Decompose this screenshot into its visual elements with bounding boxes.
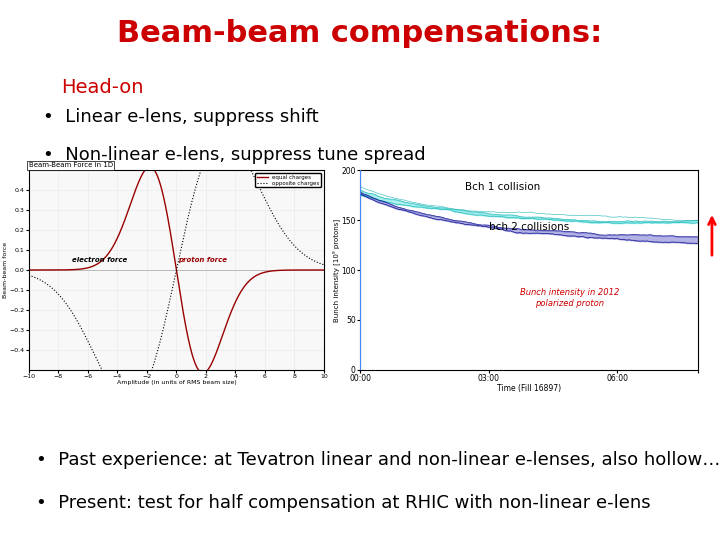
Line: opposite charges: opposite charges <box>29 137 324 403</box>
opposite charges <box>279 229 288 235</box>
opposite charges <box>24 272 33 279</box>
opposite charges <box>204 148 212 155</box>
Text: Beam-Beam Force in 1D: Beam-Beam Force in 1D <box>29 163 113 168</box>
Text: electron force: electron force <box>72 257 127 263</box>
opposite charges <box>249 172 258 178</box>
equal charges <box>204 366 213 372</box>
opposite charges <box>42 281 51 287</box>
equal charges <box>197 369 205 375</box>
opposite charges <box>320 261 328 268</box>
opposite charges <box>213 136 222 143</box>
Line: equal charges: equal charges <box>29 167 324 373</box>
equal charges <box>213 346 222 353</box>
Text: •  Linear e-lens, suppress shift: • Linear e-lens, suppress shift <box>43 108 319 126</box>
Y-axis label: Bunch intensity [10⁹ protons]: Bunch intensity [10⁹ protons] <box>332 219 340 321</box>
opposite charges <box>219 133 228 140</box>
Text: Bunch intensity in 2012
polarized proton: Bunch intensity in 2012 polarized proton <box>520 288 619 308</box>
X-axis label: Time (Fill 16897): Time (Fill 16897) <box>497 384 562 394</box>
equal charges <box>279 267 288 273</box>
Text: bch 2 collisions: bch 2 collisions <box>489 222 570 232</box>
Text: Beam-beam compensations:: Beam-beam compensations: <box>117 19 603 48</box>
opposite charges <box>125 400 134 407</box>
equal charges <box>24 267 33 273</box>
Text: Bch 1 collision: Bch 1 collision <box>464 182 540 192</box>
opposite charges <box>197 168 205 174</box>
Text: •  Present: test for half compensation at RHIC with non-linear e-lens: • Present: test for half compensation at… <box>36 494 651 512</box>
Legend: equal charges, opposite charges: equal charges, opposite charges <box>255 173 321 187</box>
Text: Head-on: Head-on <box>61 78 144 97</box>
Text: proton force: proton force <box>179 257 228 263</box>
Y-axis label: Beam-beam force: Beam-beam force <box>3 242 8 298</box>
equal charges <box>42 267 51 273</box>
equal charges <box>199 370 207 376</box>
equal charges <box>249 274 258 281</box>
equal charges <box>145 164 154 170</box>
X-axis label: Amplitude (in units of RMS beam size): Amplitude (in units of RMS beam size) <box>117 381 236 386</box>
Text: •  Past experience: at Tevatron linear and non-linear e-lenses, also hollow…: • Past experience: at Tevatron linear an… <box>36 451 720 469</box>
equal charges <box>320 267 328 273</box>
Text: •  Non-linear e-lens, suppress tune spread: • Non-linear e-lens, suppress tune sprea… <box>43 146 426 164</box>
